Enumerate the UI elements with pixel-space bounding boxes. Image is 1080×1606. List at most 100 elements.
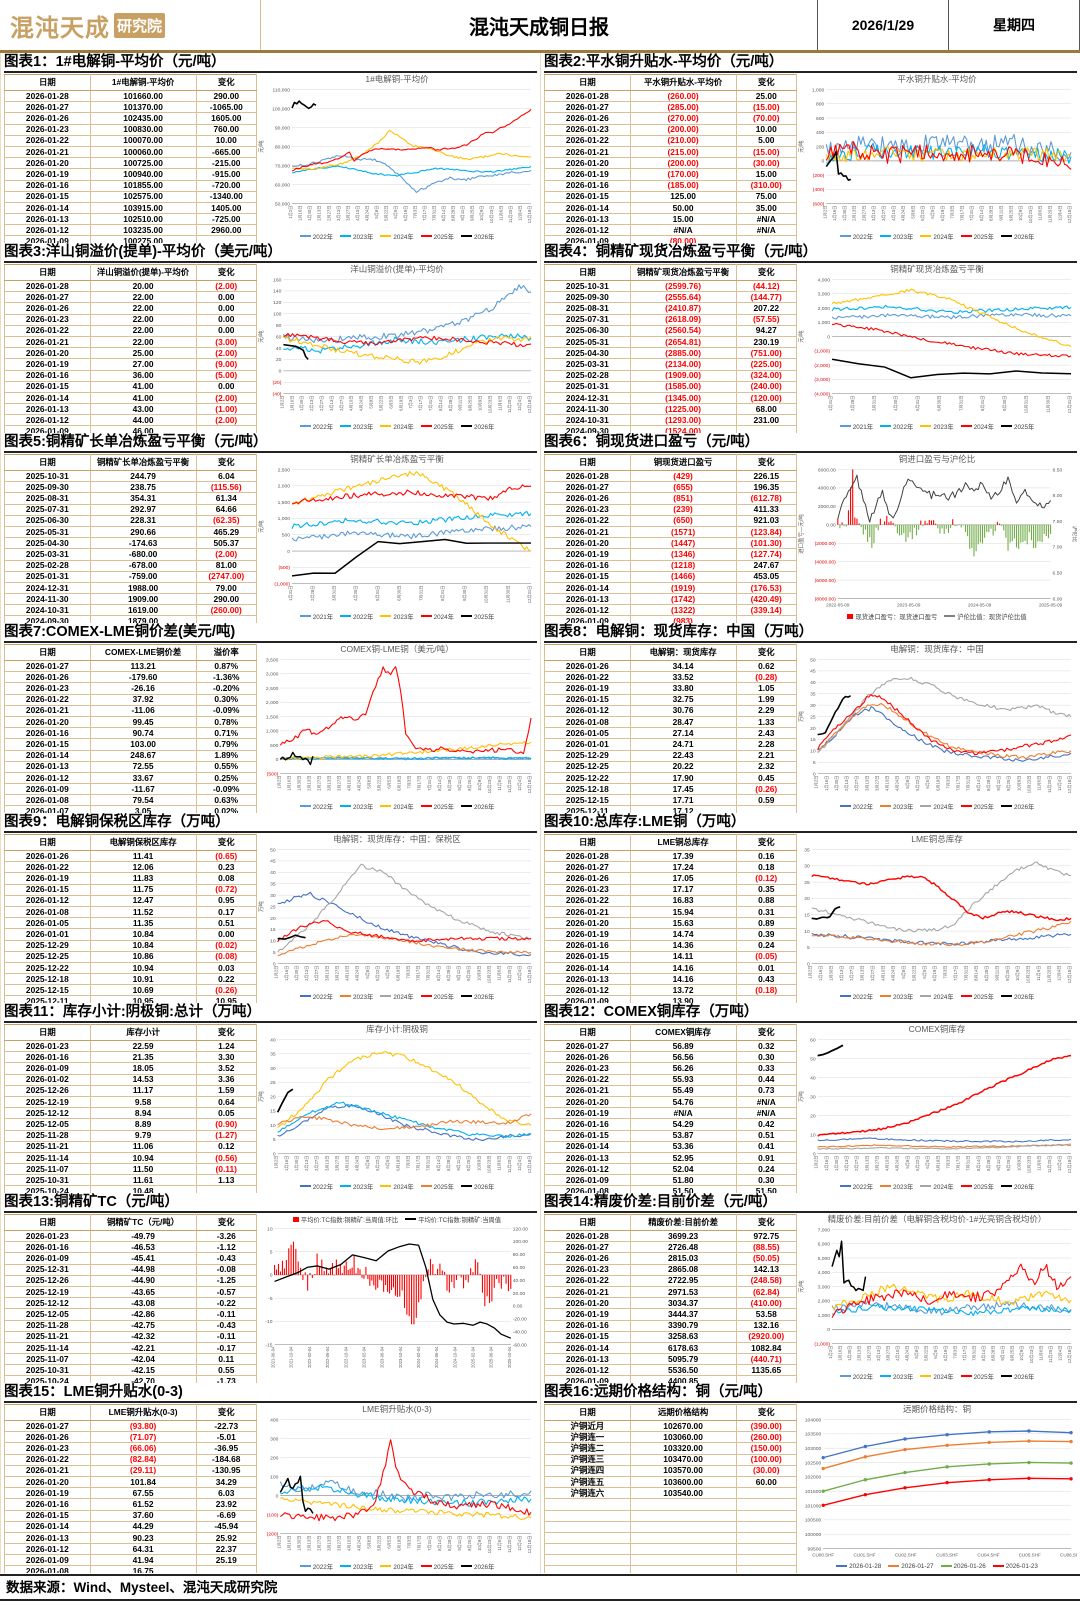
table-cell: 2026-01-20 <box>544 157 631 170</box>
table-cell: 2026-01-16 <box>4 1498 91 1511</box>
table-row: 2026-01-08 28.47 1.33 <box>544 715 797 729</box>
svg-text:7月31日: 7月31日 <box>418 586 423 601</box>
svg-text:8月14日: 8月14日 <box>979 206 984 221</box>
svg-text:50: 50 <box>810 1056 816 1062</box>
table-row: 2026-01-22 37.92 0.30% <box>4 693 257 706</box>
table-cell: -1.12 <box>195 1241 257 1254</box>
svg-text:沪伦比: 沪伦比 <box>1071 526 1077 543</box>
svg-text:25: 25 <box>270 1080 276 1086</box>
table-cell <box>544 1509 631 1522</box>
section-chart2: 图表2:平水铜升贴水-平均价（元/吨） 日期 平水铜升贴水-平均价 变化 2026-01… <box>540 53 1080 243</box>
table-cell: 17.17 <box>629 883 737 896</box>
table-cell: (324.00) <box>735 369 797 382</box>
svg-text:8月14日: 8月14日 <box>436 966 441 981</box>
table-cell: 79.54 <box>89 794 197 807</box>
svg-text:12月4日: 12月4日 <box>517 1156 522 1171</box>
table-cell: 27.00 <box>89 358 197 371</box>
legend-item: 2023年 <box>340 802 373 811</box>
legend-line-swatch <box>420 1565 432 1567</box>
legend-line-swatch <box>920 995 932 997</box>
table-cell: 2.43 <box>735 727 797 740</box>
legend-item: 2025年 <box>420 422 454 431</box>
svg-text:6000.00: 6000.00 <box>818 467 836 473</box>
legend-label: 2025年 <box>973 1183 994 1191</box>
svg-text:7,000: 7,000 <box>818 1227 831 1233</box>
table-cell: 2026-01-16 <box>4 369 91 382</box>
svg-text:12月4日: 12月4日 <box>1057 966 1062 981</box>
table-row: 2026-01-14 103915.00 1405.00 <box>4 201 257 215</box>
table-cell: (2.00) <box>195 347 257 360</box>
table-cell <box>735 1543 797 1556</box>
svg-text:10月23日: 10月23日 <box>1027 776 1032 794</box>
legend-line-swatch <box>460 425 472 427</box>
svg-text:9月11日: 9月11日 <box>456 1156 461 1171</box>
table-row: 2026-01-23 22.59 1.24 <box>4 1039 257 1053</box>
table-cell: (2920.00) <box>735 1330 797 1343</box>
legend-line-swatch <box>888 1565 900 1567</box>
legend-label: 2024年 <box>393 423 414 431</box>
svg-text:7月17日: 7月17日 <box>416 966 421 981</box>
svg-text:1月30日: 1月30日 <box>307 206 312 221</box>
table-row: 2026-01-23 100830.00 760.00 <box>4 123 257 136</box>
legend-line-swatch <box>960 805 972 807</box>
table-cell: 11.75 <box>89 883 197 896</box>
table-row: 2025-11-21 -42.32 -0.11 <box>4 1330 257 1343</box>
legend-item: 2022年 <box>299 992 333 1001</box>
table-cell: 2025-05-31 <box>4 525 91 539</box>
legend-label: 2023年 <box>893 233 914 241</box>
table-cell: 2026-01-13 <box>544 1151 631 1165</box>
table-cell: 2025-11-14 <box>4 1151 91 1165</box>
table-row: 2026-01-12 44.00 (2.00) <box>4 414 257 427</box>
table-cell: 102510.00 <box>89 213 197 226</box>
svg-text:7月3日: 7月3日 <box>407 776 412 789</box>
table-row: 2026-01-09 -11.67 -0.09% <box>4 783 257 796</box>
svg-text:6月5日: 6月5日 <box>393 206 398 219</box>
table-cell <box>629 1554 737 1567</box>
svg-text:5月8日: 5月8日 <box>374 206 379 219</box>
svg-text:102000: 102000 <box>805 1475 822 1481</box>
table-cell: 2025-11-21 <box>4 1140 91 1153</box>
svg-text:1月30日: 1月30日 <box>842 206 847 221</box>
table-header-row: 日期 COMEX铜库存 变化 <box>544 1024 797 1041</box>
table-row: 2026-01-01 24.71 2.28 <box>544 738 797 751</box>
table-row: 2026-01-13 43.00 (1.00) <box>4 403 257 416</box>
legend-item: 2023年 <box>880 992 913 1001</box>
table-row: 2026-01-16 101855.00 -720.00 <box>4 179 257 192</box>
table-cell: 2026-01-22 <box>544 1073 631 1086</box>
table-cell: 51.50 <box>629 1185 737 1193</box>
table-cell: 2026-01-19 <box>4 1487 91 1500</box>
table-row: 2026-01-15 102575.00 -1340.00 <box>4 190 257 203</box>
svg-text:12月18日: 12月18日 <box>527 1156 532 1174</box>
legend-line-swatch <box>420 235 432 237</box>
table-cell: 17.71 <box>629 794 737 807</box>
table-cell: (144.77) <box>735 291 797 304</box>
chart-legend: 平均价:TC指数:铜精矿:当周值:环比 平均价:TC指数:铜精矿:当周值 <box>257 1214 537 1224</box>
table-row: 2026-01-26 56.56 0.30 <box>544 1051 797 1064</box>
table-cell: 2026-01-27 <box>544 481 631 494</box>
table-row <box>544 1554 797 1567</box>
table-row: 2026-01-22 22.00 0.00 <box>4 324 257 337</box>
table-cell: 8.89 <box>89 1118 197 1131</box>
data-table: 日期 铜现货进口盈亏 变化 2026-01-28 (429) 226.15 2026-01-… <box>544 453 797 623</box>
table-cell: (2599.76) <box>629 279 737 293</box>
table-row: 2025-12-11 17.12 <box>544 805 797 813</box>
legend-line-swatch <box>839 995 851 997</box>
table-cell: 2025-03-31 <box>4 548 91 561</box>
legend-item: 2026年 <box>460 1562 494 1571</box>
table-row: 2026-01-16 21.35 3.30 <box>4 1051 257 1064</box>
legend-label: 2025年 <box>473 613 495 621</box>
table-cell <box>544 1498 631 1511</box>
table-cell: 0.30% <box>195 693 257 706</box>
legend-label: 2023年 <box>893 803 914 811</box>
table-cell: (30.00) <box>735 157 797 170</box>
table-cell: 0.64 <box>195 1095 257 1109</box>
table-cell: 2026-01-15 <box>544 693 631 706</box>
table-cell: 电解铜：现货库存 <box>629 644 737 661</box>
legend-line-swatch <box>299 1565 311 1567</box>
table-cell: 2026-01-27 <box>4 101 91 114</box>
svg-text:4月24日: 4月24日 <box>365 206 370 221</box>
svg-text:5月8日: 5月8日 <box>365 966 370 979</box>
svg-text:1月2日: 1月2日 <box>814 1156 819 1169</box>
